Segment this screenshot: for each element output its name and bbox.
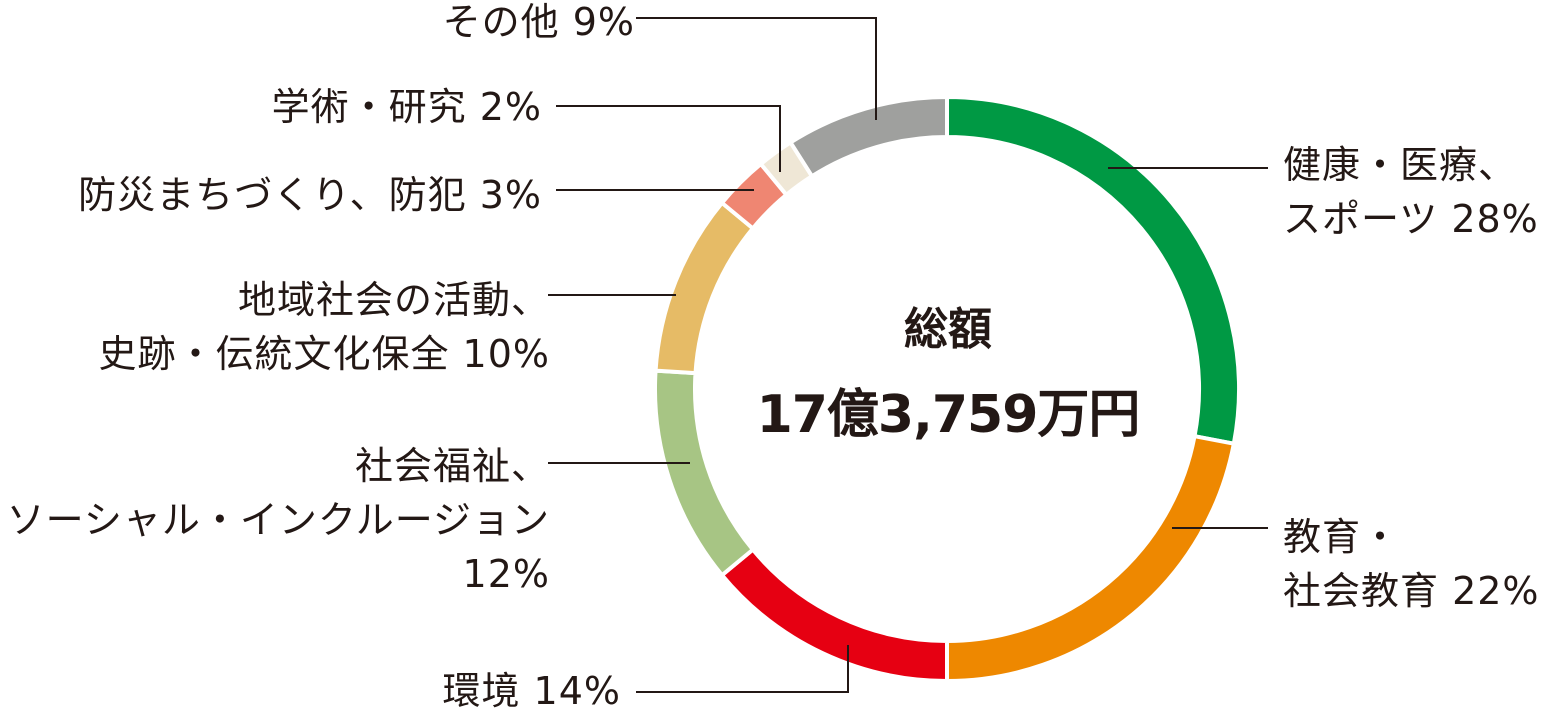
label-education: 教育・ 社会教育 22% (1283, 515, 1540, 613)
total-title: 総額 (904, 304, 992, 355)
label-environment: 環境 14% (442, 669, 621, 713)
label-social-welfare: 社会福祉、 ソーシャル・インクルージョン 12% (6, 444, 550, 596)
slice-education (945, 433, 1237, 684)
label-health-sports: 健康・医療、 スポーツ 28% (1283, 143, 1539, 241)
label-academic-research: 学術・研究 2% (271, 85, 542, 129)
leader-line-environment (636, 645, 849, 693)
total-amount: 17億3,759万円 (756, 385, 1141, 445)
label-other: その他 9% (442, 0, 635, 44)
leader-line-academic-research (556, 105, 781, 172)
slice-environment (719, 546, 949, 684)
slice-other (787, 94, 949, 179)
leader-line-other (636, 17, 877, 120)
label-disaster-prevention: 防災まちづくり、防犯 3% (78, 173, 542, 217)
label-community: 地域社会の活動、 史跡・伝統文化保全 10% (98, 278, 550, 376)
